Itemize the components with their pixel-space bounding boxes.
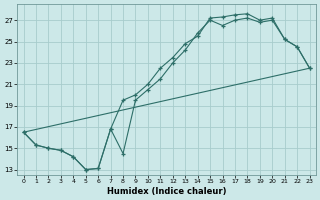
X-axis label: Humidex (Indice chaleur): Humidex (Indice chaleur) [107,187,226,196]
